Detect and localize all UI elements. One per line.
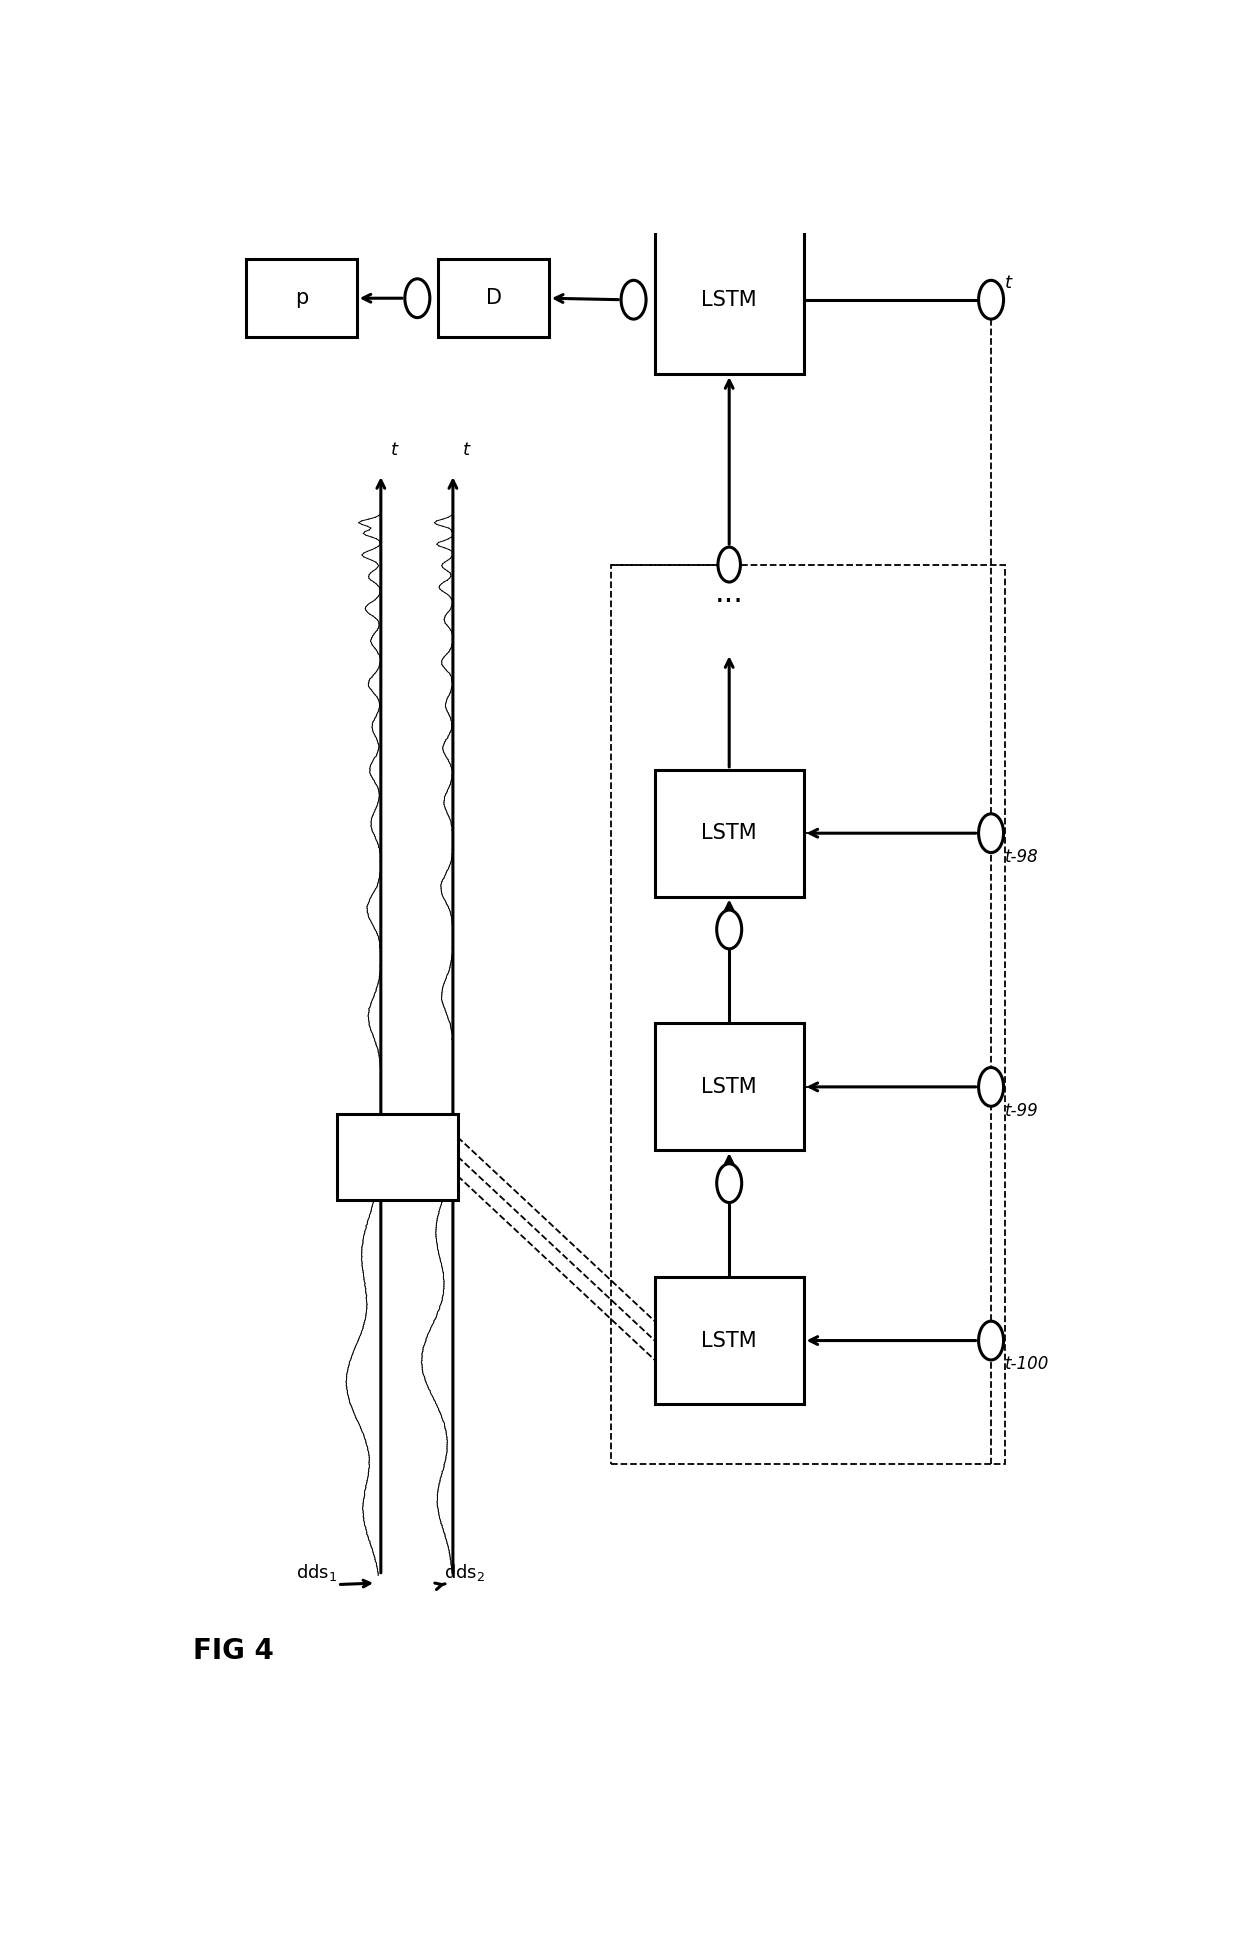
Circle shape <box>404 279 430 318</box>
Text: LSTM: LSTM <box>702 824 756 843</box>
FancyBboxPatch shape <box>247 260 357 337</box>
Circle shape <box>718 547 740 581</box>
FancyBboxPatch shape <box>655 769 804 897</box>
Text: t: t <box>391 442 398 459</box>
Text: t-99: t-99 <box>1004 1103 1038 1120</box>
FancyBboxPatch shape <box>655 1277 804 1403</box>
Text: t: t <box>463 442 470 459</box>
Text: FIG 4: FIG 4 <box>193 1638 274 1665</box>
FancyBboxPatch shape <box>439 260 549 337</box>
Text: LSTM: LSTM <box>702 289 756 310</box>
Circle shape <box>978 281 1003 320</box>
Text: LSTM: LSTM <box>702 1078 756 1097</box>
Text: p: p <box>295 289 309 308</box>
Text: LSTM: LSTM <box>702 1331 756 1351</box>
Circle shape <box>621 281 646 320</box>
Text: ...: ... <box>714 579 743 609</box>
FancyBboxPatch shape <box>655 225 804 374</box>
Circle shape <box>978 1322 1003 1360</box>
Text: D: D <box>486 289 502 308</box>
Text: t-98: t-98 <box>1004 849 1038 866</box>
Circle shape <box>978 1068 1003 1107</box>
Text: t: t <box>1004 275 1012 293</box>
FancyBboxPatch shape <box>655 1023 804 1151</box>
Text: dds$_1$: dds$_1$ <box>296 1562 337 1583</box>
Circle shape <box>717 1163 742 1202</box>
Text: t-100: t-100 <box>1004 1355 1049 1374</box>
Text: dds$_2$: dds$_2$ <box>444 1562 485 1583</box>
Circle shape <box>717 911 742 950</box>
Bar <box>337 1114 458 1200</box>
Circle shape <box>978 814 1003 853</box>
